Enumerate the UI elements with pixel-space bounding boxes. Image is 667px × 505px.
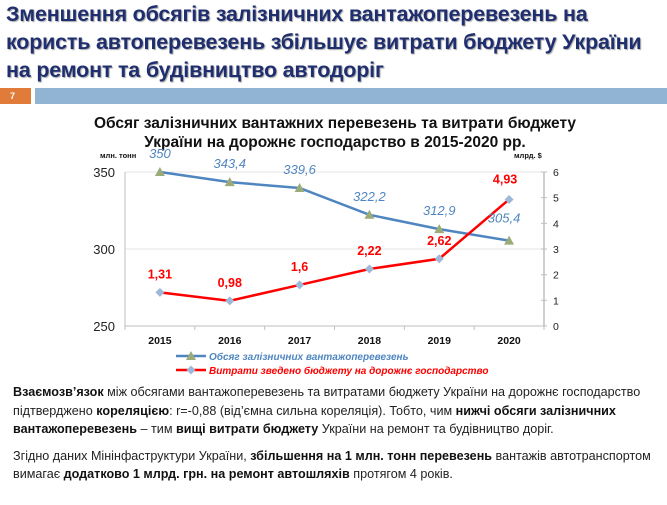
marker-diamond xyxy=(155,287,165,297)
text-span: вантажів автотранспортом вимагає xyxy=(13,448,651,482)
marker-diamond xyxy=(434,254,444,264)
y-left-tick-label: 250 xyxy=(93,319,115,334)
legend-item-road-budget: Витрати зведено бюджету на дорожнє госпо… xyxy=(176,365,488,377)
x-tick-label: 2019 xyxy=(428,335,452,347)
marker-triangle xyxy=(434,224,445,234)
y-right-tick-label: 4 xyxy=(553,218,559,230)
text-span: : r=-0,88 (від’ємна сильна кореляція). Т… xyxy=(169,403,456,418)
legend-label: Обсяг залізничних вантажоперевезень xyxy=(209,351,409,363)
x-tick-label: 2020 xyxy=(497,335,521,347)
bold-text: додатково 1 млрд. грн. на ремонт автошля… xyxy=(63,467,350,481)
data-label-rail-freight: 350 xyxy=(149,146,171,161)
data-label-rail-freight: 343,4 xyxy=(213,156,246,171)
x-tick-label: 2018 xyxy=(358,335,382,347)
body-text: Взаємозв’язок між обсягами вантажопереве… xyxy=(13,383,653,492)
marker-diamond xyxy=(225,296,235,306)
marker-diamond xyxy=(295,280,305,290)
marker-triangle xyxy=(154,167,165,176)
data-label-road-budget: 0,98 xyxy=(218,276,242,290)
series-lines xyxy=(159,170,510,303)
marker-diamond xyxy=(504,194,514,204)
ministry-paragraph: Згідно даних Мінінфаструктури України, з… xyxy=(13,447,653,484)
y-right-tick-label: 3 xyxy=(553,244,559,256)
bold-text: нижчі обсяги залізничних вантажоперевезе… xyxy=(13,403,616,437)
header-bar xyxy=(35,88,667,104)
marker-diamond xyxy=(364,264,374,274)
y-left-tick-label: 350 xyxy=(93,165,115,180)
text-span: між обсягами вантажоперевезень та витрат… xyxy=(13,385,641,418)
slide-title: Зменшення обсягів залізничних вантажопер… xyxy=(6,2,642,82)
x-tick-label: 2017 xyxy=(288,335,312,347)
data-label-road-budget: 2,62 xyxy=(427,234,451,248)
chart: 250 300 350 0 1 2 3 4 5 6 2015 2016 2017 2018 2019 2020… xyxy=(93,146,559,377)
y-right-tick-label: 5 xyxy=(553,193,559,205)
legend-item-rail-freight: Обсяг залізничних вантажоперевезень xyxy=(176,351,409,363)
marker-triangle xyxy=(294,183,305,193)
data-label-rail-freight: 312,9 xyxy=(423,203,456,218)
bold-text: Взаємозв’язок xyxy=(13,385,104,399)
chart-title: Обсяг залізничних вантажних перевезень т… xyxy=(93,115,577,151)
data-labels: 350 343,4 339,6 322,2 312,9 305,4 1,31 0,98 1,6 2… xyxy=(148,146,521,290)
data-label-road-budget: 4,93 xyxy=(493,172,517,186)
y-right-tick-label: 6 xyxy=(553,167,559,179)
y-right-tick-label: 0 xyxy=(553,321,559,333)
legend-label: Витрати зведено бюджету на дорожнє госпо… xyxy=(209,365,488,377)
text-span: протягом 4 років. xyxy=(349,467,453,481)
bold-text: кореляцією xyxy=(96,403,170,418)
bold-text: збільшення на 1 млн. тонн перевезень xyxy=(250,448,493,463)
marker-triangle xyxy=(504,235,515,245)
slide-number: 7 xyxy=(0,88,31,104)
y-right-tick-label: 2 xyxy=(553,270,559,282)
data-label-rail-freight: 305,4 xyxy=(488,211,521,226)
legend-marker-diamond xyxy=(186,365,196,375)
data-label-rail-freight: 322,2 xyxy=(353,189,386,204)
series-line-rail-freight xyxy=(159,170,510,242)
marker-triangle xyxy=(364,209,375,219)
gridlines xyxy=(125,171,544,327)
y-left-axis-label: млн. тонн xyxy=(100,151,136,160)
data-label-road-budget: 1,31 xyxy=(148,267,172,281)
marker-triangle xyxy=(224,177,235,187)
data-label-road-budget: 2,22 xyxy=(357,244,381,258)
y-right-tick-label: 1 xyxy=(553,295,559,307)
text-span: – тим xyxy=(137,422,176,436)
x-tick-label: 2016 xyxy=(218,335,242,347)
legend: Обсяг залізничних вантажоперевезень Витра… xyxy=(176,351,488,377)
data-label-rail-freight: 339,6 xyxy=(283,162,316,177)
data-label-road-budget: 1,6 xyxy=(291,260,308,274)
series-markers xyxy=(154,167,515,306)
y-left-tick-label: 300 xyxy=(93,242,115,257)
bold-text: вищі витрати бюджету xyxy=(175,422,319,436)
series-line-road-budget xyxy=(159,198,510,303)
axes: 250 300 350 0 1 2 3 4 5 6 2015 2016 2017 2018 2019 2020… xyxy=(93,151,559,347)
legend-marker-triangle xyxy=(186,351,196,360)
text-span: України на ремонт та будівництво доріг. xyxy=(318,422,554,436)
x-tick-label: 2015 xyxy=(148,335,172,347)
y-right-axis-label: млрд. $ xyxy=(514,151,543,160)
correlation-paragraph: Взаємозв’язок між обсягами вантажопереве… xyxy=(13,383,653,439)
text-span: Згідно даних Мінінфаструктури України, xyxy=(13,448,251,463)
